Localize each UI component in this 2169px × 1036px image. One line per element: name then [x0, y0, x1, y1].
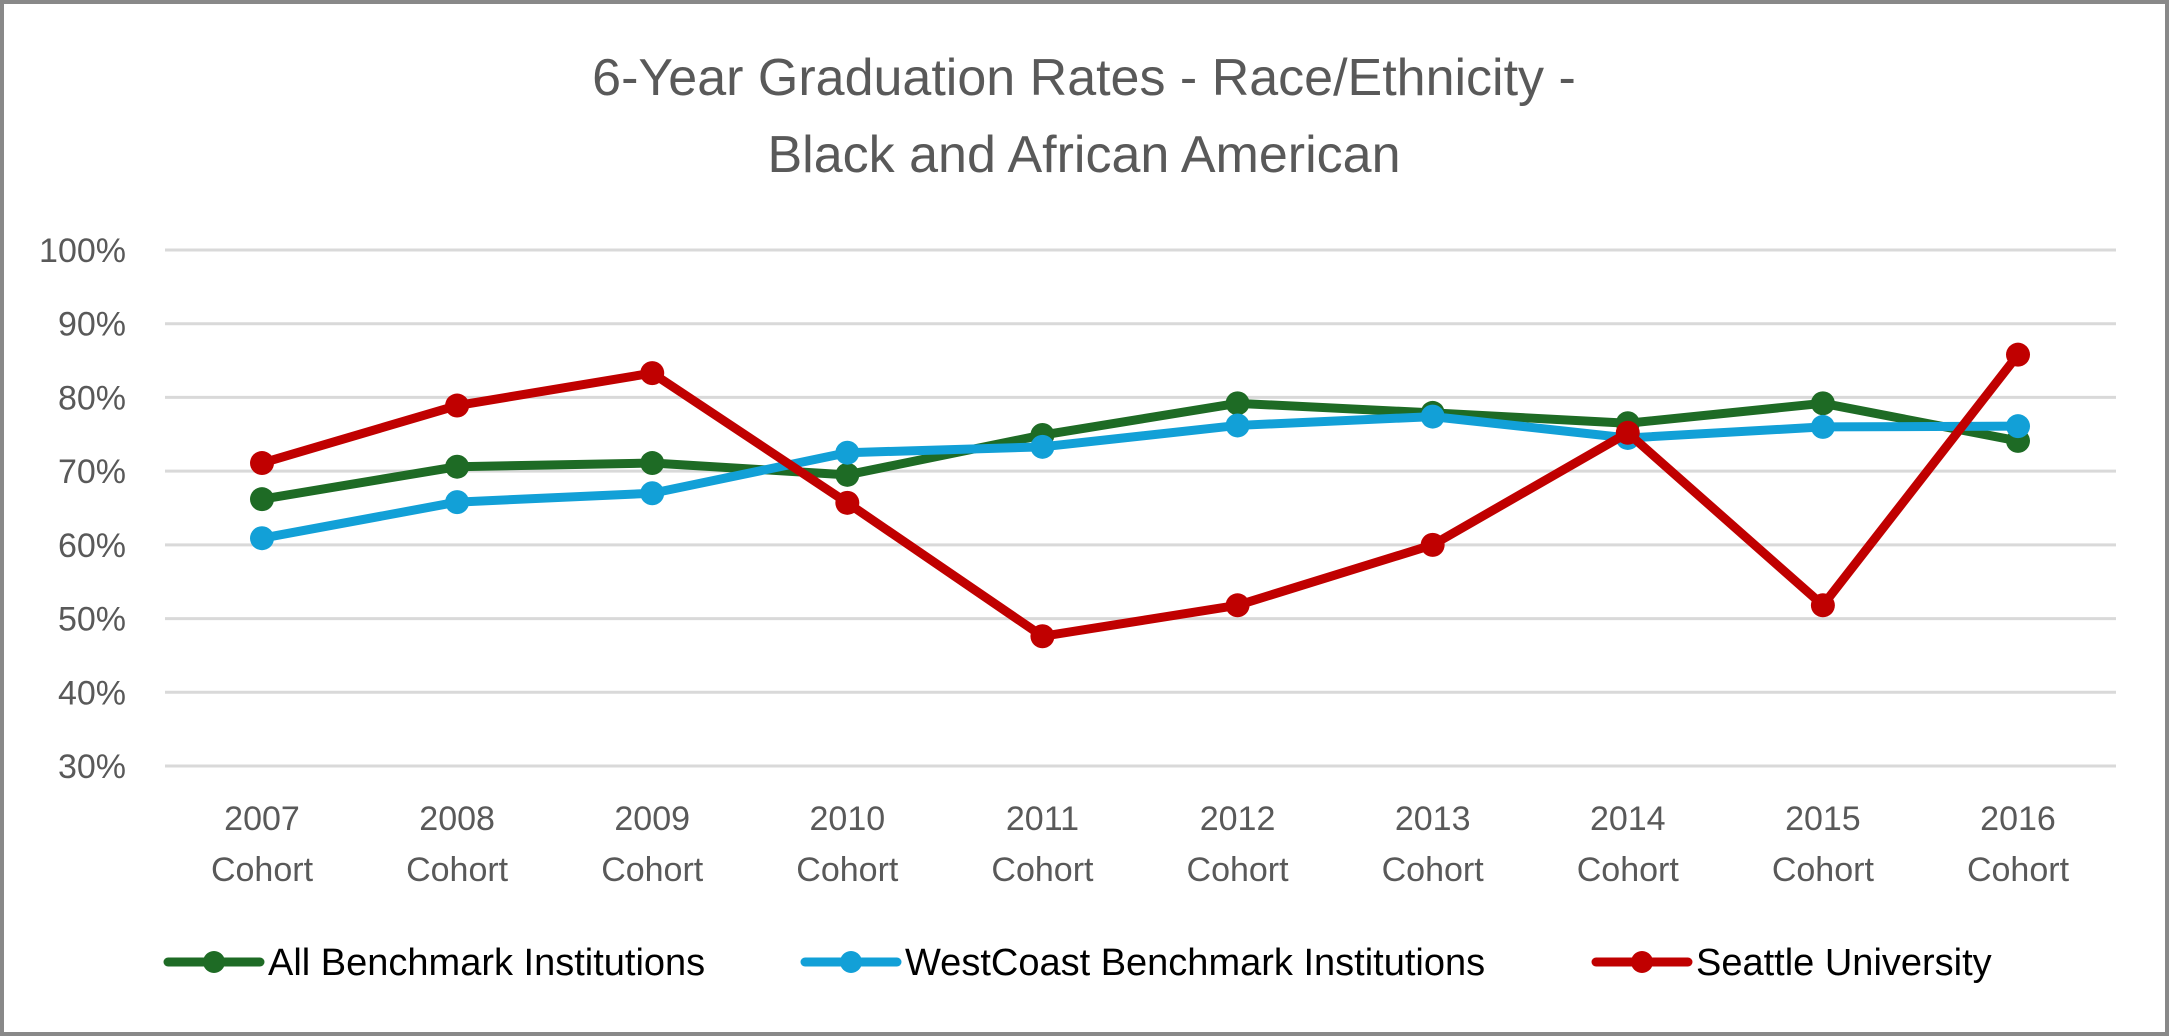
- legend-label: WestCoast Benchmark Institutions: [905, 942, 1485, 984]
- series-all-benchmark-institutions: [250, 391, 2030, 512]
- series-line: [257, 398, 2023, 504]
- x-tick-label: 2015: [1785, 800, 1861, 838]
- data-point: [835, 440, 860, 465]
- data-point: [250, 451, 274, 476]
- data-point: [1810, 414, 1835, 439]
- data-point: [1420, 404, 1445, 429]
- y-tick-label: 40%: [58, 674, 126, 712]
- legend-item: Seattle University: [1591, 942, 1992, 984]
- data-point: [1030, 624, 1055, 649]
- x-tick-label: Cohort: [1967, 851, 2070, 889]
- data-point: [1030, 434, 1055, 459]
- legend-item: All Benchmark Institutions: [163, 942, 705, 984]
- series-westcoast-benchmark-institutions: [250, 404, 2030, 551]
- series-line: [257, 350, 2023, 641]
- x-tick-label: 2011: [1006, 800, 1079, 838]
- data-point: [1225, 413, 1250, 438]
- x-tick-label: 2009: [614, 800, 690, 838]
- x-tick-label: 2007: [224, 800, 300, 838]
- y-axis-ticks: 30% 40% 50% 60% 70% 80% 90% 100%: [39, 232, 126, 786]
- data-point: [1810, 391, 1835, 416]
- data-point: [640, 361, 665, 386]
- data-point: [1225, 391, 1250, 416]
- chart-title-line-1: 6-Year Graduation Rates - Race/Ethnicity…: [592, 49, 1576, 107]
- data-point: [1615, 420, 1640, 445]
- legend-label: Seattle University: [1696, 942, 1992, 984]
- chart-title-line-2: Black and African American: [768, 126, 1401, 184]
- x-tick-label: Cohort: [1772, 851, 1875, 889]
- y-tick-label: 90%: [58, 306, 126, 344]
- data-point: [250, 487, 274, 512]
- data-point: [250, 526, 274, 551]
- gridlines: [165, 248, 2116, 768]
- data-point: [835, 462, 860, 487]
- legend-point-marker: [1631, 951, 1653, 973]
- x-tick-label: 2008: [419, 800, 495, 838]
- y-tick-label: 30%: [58, 748, 126, 786]
- chart-title: 6-Year Graduation Rates - Race/Ethnicity…: [592, 49, 1576, 184]
- x-axis-ticks: 2007 Cohort 2008 Cohort 2009 Cohort 2010 Cohort…: [211, 800, 2070, 889]
- y-tick-label: 50%: [58, 601, 126, 639]
- x-tick-label: Cohort: [406, 851, 509, 889]
- x-tick-label: Cohort: [1577, 851, 1680, 889]
- data-point: [835, 490, 860, 515]
- y-tick-label: 60%: [58, 527, 126, 565]
- legend-point-marker: [203, 951, 225, 973]
- data-point: [640, 481, 665, 506]
- data-point: [1810, 593, 1835, 618]
- data-point: [445, 393, 470, 418]
- data-point: [1225, 593, 1250, 618]
- x-tick-label: Cohort: [1382, 851, 1485, 889]
- legend-point-marker: [840, 951, 862, 973]
- series-lines: [250, 342, 2030, 649]
- data-point: [445, 454, 470, 479]
- x-tick-label: 2010: [810, 800, 886, 838]
- legend: All Benchmark Institutions WestCoast Benc…: [163, 942, 1992, 984]
- data-point: [445, 490, 470, 515]
- x-tick-label: Cohort: [601, 851, 704, 889]
- x-tick-label: 2014: [1590, 800, 1666, 838]
- x-tick-label: 2016: [1980, 800, 2056, 838]
- data-point: [640, 451, 665, 476]
- x-tick-label: Cohort: [796, 851, 899, 889]
- y-tick-label: 70%: [58, 453, 126, 491]
- x-tick-label: Cohort: [991, 851, 1094, 889]
- legend-label: All Benchmark Institutions: [268, 942, 705, 984]
- y-tick-label: 100%: [39, 232, 126, 270]
- data-point: [2006, 414, 2030, 439]
- x-tick-label: Cohort: [1187, 851, 1290, 889]
- data-point: [1420, 532, 1445, 557]
- legend-item: WestCoast Benchmark Institutions: [800, 942, 1485, 984]
- series-seattle-university: [250, 342, 2030, 649]
- x-tick-label: 2012: [1200, 800, 1276, 838]
- x-tick-label: 2013: [1395, 800, 1471, 838]
- data-point: [2006, 342, 2030, 367]
- series-line: [257, 412, 2023, 543]
- x-tick-label: Cohort: [211, 851, 314, 889]
- y-tick-label: 80%: [58, 379, 126, 417]
